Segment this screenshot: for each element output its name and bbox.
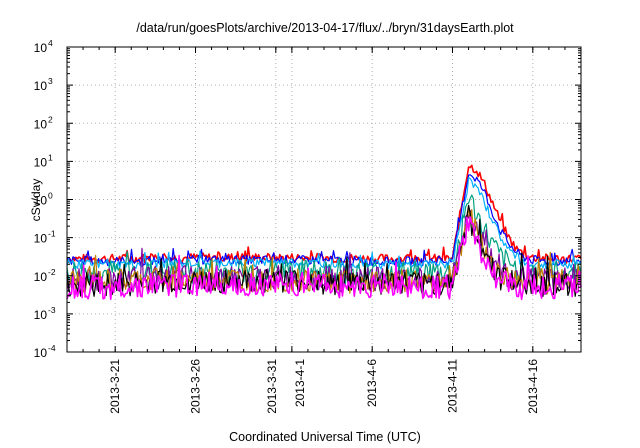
x-tick-label: 2013-4-16 — [526, 359, 540, 414]
series-group — [66, 164, 582, 301]
x-axis: 2013-3-21 2013-3-26 2013-3-31 2013-4-1 2013-… — [66, 47, 582, 414]
x-tick-label: 2013-3-31 — [265, 359, 279, 414]
x-tick-label: 2013-3-21 — [108, 359, 122, 414]
y-tick-label: 10 — [34, 41, 48, 55]
y-tick-exponent: -1 — [48, 229, 56, 239]
y-tick-exponent: 1 — [48, 152, 53, 162]
series-line — [66, 174, 582, 267]
y-tick-label: 10 — [34, 194, 48, 208]
y-tick-exponent: 4 — [48, 38, 53, 48]
x-tick-label: 2013-3-26 — [189, 359, 203, 414]
y-tick-label: 10 — [34, 270, 48, 284]
y-tick-label: 10 — [34, 346, 48, 360]
series-line — [66, 216, 582, 301]
y-tick-label: 10 — [34, 79, 48, 93]
y-tick-exponent: -4 — [48, 343, 56, 353]
x-axis-label: Coordinated Universal Time (UTC) — [229, 430, 421, 444]
x-tick-label: 2013-4-11 — [446, 359, 460, 413]
y-axis-label: cSv/day — [29, 179, 43, 222]
y-tick-exponent: -2 — [48, 267, 56, 277]
y-tick-label: 10 — [34, 117, 48, 131]
x-tick-label: 2013-4-1 — [293, 359, 307, 407]
y-tick-exponent: 0 — [48, 191, 53, 201]
y-tick-exponent: 2 — [48, 114, 53, 124]
series-line — [66, 177, 582, 270]
y-tick-label: 10 — [34, 308, 48, 322]
y-tick-exponent: 3 — [48, 76, 53, 86]
y-tick-exponent: -3 — [48, 305, 56, 315]
y-tick-label: 10 — [34, 155, 48, 169]
chart-title: /data/run/goesPlots/archive/2013-04-17/f… — [136, 21, 514, 35]
y-tick-label: 10 — [34, 232, 48, 246]
x-tick-label: 2013-4-6 — [365, 359, 379, 407]
